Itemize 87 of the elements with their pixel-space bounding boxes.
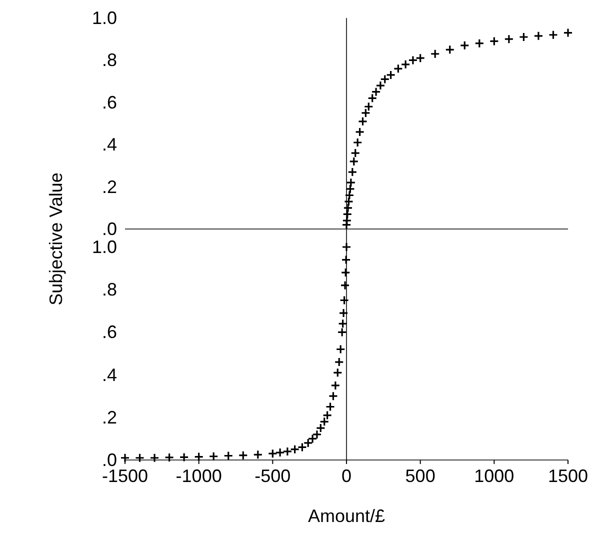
point (179, 452, 189, 462)
y-tick-label: .2 (102, 176, 117, 197)
point (474, 38, 484, 48)
point (489, 36, 499, 46)
x-tick-label: 1500 (548, 466, 588, 486)
x-axis-title: Amount/£ (308, 506, 386, 526)
point (342, 216, 352, 226)
y-tick-label: .4 (102, 134, 117, 155)
y-tick-label: 1.0 (92, 237, 117, 257)
point (316, 423, 326, 433)
point (330, 380, 340, 390)
point (376, 80, 386, 90)
point (343, 203, 353, 213)
x-tick-label: 1000 (474, 466, 514, 486)
x-tick-label: 0 (341, 466, 352, 486)
point (328, 391, 338, 401)
point (360, 108, 370, 118)
point (364, 102, 374, 112)
point (164, 452, 174, 462)
point (518, 32, 528, 42)
y-axis-title: Subjective Value (46, 172, 66, 306)
point (290, 444, 300, 454)
point (275, 448, 285, 458)
y-tick-label: .6 (102, 92, 117, 112)
y-tick-label: 1.0 (92, 8, 117, 28)
point (342, 242, 352, 252)
point (325, 402, 336, 412)
point (344, 190, 354, 200)
point (368, 93, 378, 103)
x-tick-label: -500 (254, 466, 291, 486)
point (339, 295, 350, 306)
y-tick-label: .6 (102, 322, 117, 342)
point (194, 452, 204, 462)
point (336, 344, 346, 354)
y-tick-label: .8 (102, 280, 117, 300)
point (303, 438, 313, 448)
point (352, 138, 362, 148)
point (320, 416, 330, 426)
point (308, 434, 318, 444)
point (416, 53, 426, 63)
point (338, 318, 348, 328)
x-tick-label: 500 (405, 466, 436, 486)
point (380, 74, 390, 84)
point (534, 31, 544, 41)
point (393, 64, 403, 74)
point (322, 410, 332, 420)
point (358, 116, 368, 126)
point (344, 196, 354, 206)
point (208, 452, 218, 462)
point (349, 156, 359, 166)
point (430, 49, 440, 59)
point (238, 450, 248, 460)
point (548, 30, 558, 40)
point (332, 368, 342, 378)
point (371, 87, 381, 97)
point (150, 453, 160, 463)
point (340, 268, 350, 278)
point (342, 209, 352, 220)
point (348, 167, 358, 177)
point (340, 280, 350, 290)
point (400, 60, 410, 70)
y-tick-label: .2 (102, 407, 117, 428)
point (338, 308, 348, 318)
point (350, 148, 360, 158)
point (460, 40, 470, 50)
point (386, 70, 396, 80)
point (346, 178, 356, 188)
point (345, 184, 355, 194)
y-tick-label: .4 (102, 364, 117, 385)
point (224, 450, 234, 461)
point (334, 357, 344, 367)
x-tick-label: -1000 (176, 466, 222, 486)
point (312, 430, 322, 440)
point (337, 327, 347, 337)
point (134, 453, 145, 463)
point (297, 442, 307, 452)
y-tick-label: .8 (102, 50, 117, 70)
point (408, 55, 418, 65)
point (282, 446, 292, 456)
point (354, 127, 365, 137)
point (253, 450, 263, 460)
point (445, 44, 455, 54)
point (342, 220, 352, 230)
point (504, 34, 514, 44)
y-tick-label: .0 (102, 219, 117, 239)
point (341, 254, 351, 265)
point (563, 28, 573, 38)
